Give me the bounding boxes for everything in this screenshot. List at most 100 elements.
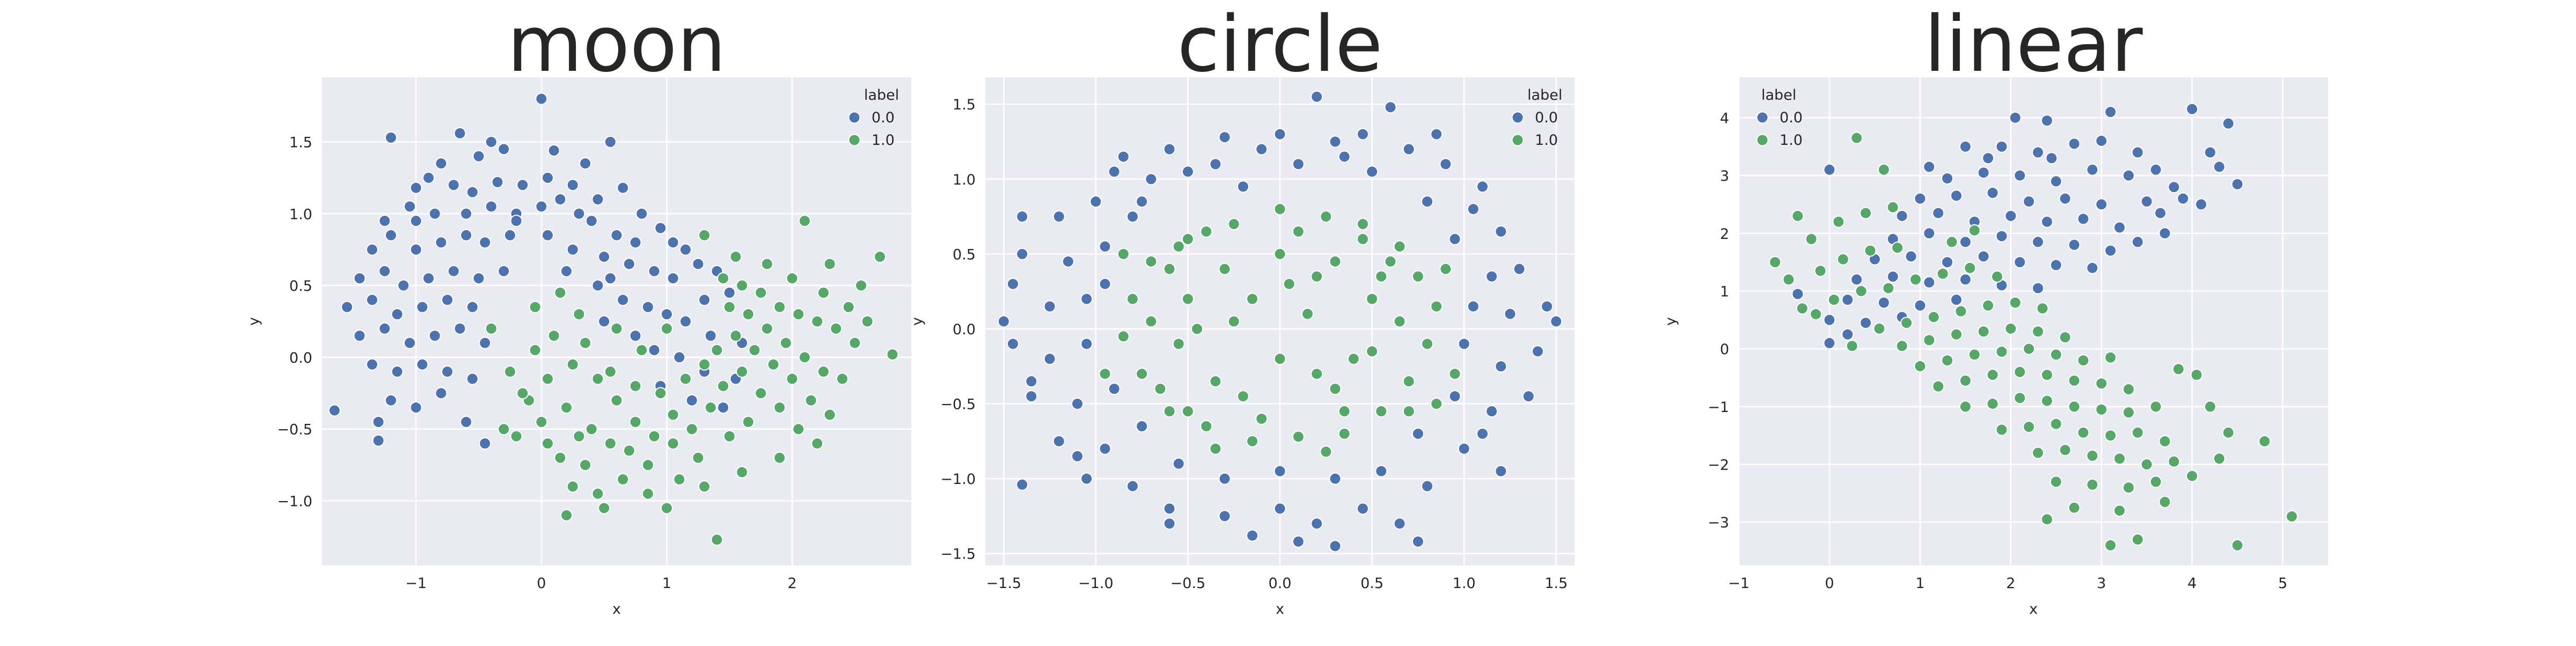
scatter-point-label-1.0 bbox=[1338, 427, 1351, 440]
scatter-point-label-0.0 bbox=[372, 415, 385, 428]
scatter-point-label-0.0 bbox=[648, 344, 661, 357]
scatter-point-label-0.0 bbox=[1181, 165, 1194, 178]
scatter-point-label-0.0 bbox=[409, 243, 422, 256]
scatter-point-label-1.0 bbox=[1877, 163, 1890, 176]
scatter-point-label-0.0 bbox=[497, 265, 510, 277]
scatter-point-label-1.0 bbox=[1274, 353, 1286, 365]
scatter-point-label-0.0 bbox=[2195, 198, 2208, 211]
y-tick-label: −3 bbox=[1708, 515, 1729, 531]
scatter-point-label-0.0 bbox=[2059, 192, 2072, 205]
scatter-point-label-0.0 bbox=[667, 236, 679, 249]
scatter-point-label-1.0 bbox=[1855, 284, 1868, 297]
legend-entry-label: 0.0 bbox=[1780, 109, 1803, 126]
scatter-point-label-1.0 bbox=[786, 372, 799, 385]
scatter-point-label-0.0 bbox=[1016, 210, 1029, 223]
scatter-point-label-1.0 bbox=[798, 351, 811, 364]
scatter-point-label-0.0 bbox=[1080, 472, 1093, 485]
scatter-point-label-0.0 bbox=[384, 394, 397, 407]
scatter-point-label-1.0 bbox=[1769, 256, 1782, 269]
scatter-point-label-0.0 bbox=[1043, 300, 1056, 313]
scatter-point-label-1.0 bbox=[2004, 322, 2017, 335]
scatter-point-label-0.0 bbox=[1329, 540, 1342, 553]
scatter-point-label-1.0 bbox=[1292, 430, 1305, 443]
scatter-point-label-0.0 bbox=[1531, 345, 1544, 358]
scatter-point-label-1.0 bbox=[1200, 225, 1213, 238]
legend-title: label bbox=[1527, 87, 1562, 104]
scatter-point-label-0.0 bbox=[2131, 236, 2144, 248]
scatter-point-label-1.0 bbox=[1402, 405, 1415, 417]
scatter-point-label-1.0 bbox=[1936, 267, 1949, 280]
scatter-point-label-0.0 bbox=[497, 143, 510, 156]
y-tick-label: −1.5 bbox=[940, 546, 976, 563]
scatter-point-label-0.0 bbox=[1941, 172, 1954, 185]
scatter-point-label-0.0 bbox=[2031, 236, 2044, 248]
scatter-point-label-1.0 bbox=[1814, 265, 1827, 277]
scatter-point-label-1.0 bbox=[1338, 405, 1351, 417]
scatter-point-label-1.0 bbox=[2095, 377, 2108, 390]
scatter-point-label-1.0 bbox=[2213, 452, 2226, 465]
scatter-point-label-0.0 bbox=[1950, 189, 1963, 202]
scatter-point-label-1.0 bbox=[2068, 501, 2081, 514]
y-tick-label: 1.0 bbox=[953, 172, 976, 188]
scatter-point-label-1.0 bbox=[736, 466, 749, 479]
scatter-point-label-1.0 bbox=[1246, 292, 1259, 305]
scatter-point-label-0.0 bbox=[479, 236, 492, 249]
scatter-point-label-1.0 bbox=[1964, 261, 1977, 274]
scatter-point-label-1.0 bbox=[1968, 348, 1981, 361]
scatter-point-label-1.0 bbox=[2104, 429, 2117, 442]
scatter-point-label-0.0 bbox=[378, 215, 391, 227]
x-axis-label: x bbox=[2029, 601, 2038, 618]
x-tick-label: −1 bbox=[1728, 575, 1750, 592]
scatter-point-label-0.0 bbox=[1859, 317, 1872, 329]
scatter-point-label-1.0 bbox=[2095, 403, 2108, 416]
scatter-point-label-1.0 bbox=[560, 401, 573, 414]
scatter-point-label-1.0 bbox=[1181, 292, 1194, 305]
scatter-point-label-1.0 bbox=[1209, 442, 1222, 455]
scatter-point-label-0.0 bbox=[1841, 293, 1854, 306]
scatter-point-label-1.0 bbox=[2158, 435, 2171, 447]
chart-panel-moon: −1 0 1 2 −1.0 −0.5 0.0 0.5 1.0 1.5 x y moon label 0.0 1… bbox=[246, 0, 911, 618]
scatter-point-label-0.0 bbox=[1448, 390, 1461, 403]
scatter-point-label-0.0 bbox=[2086, 163, 2099, 176]
scatter-point-label-1.0 bbox=[610, 394, 623, 407]
scatter-point-label-1.0 bbox=[1347, 353, 1360, 365]
scatter-point-label-1.0 bbox=[679, 372, 692, 385]
scatter-point-label-1.0 bbox=[1218, 262, 1231, 275]
scatter-point-label-1.0 bbox=[1227, 315, 1240, 328]
scatter-point-label-0.0 bbox=[1495, 360, 1507, 373]
scatter-point-label-0.0 bbox=[491, 175, 504, 188]
scatter-point-label-0.0 bbox=[598, 251, 611, 263]
scatter-point-label-1.0 bbox=[2077, 354, 2090, 367]
scatter-point-label-1.0 bbox=[598, 502, 611, 515]
scatter-point-label-0.0 bbox=[460, 415, 473, 428]
scatter-point-label-0.0 bbox=[435, 387, 448, 400]
scatter-point-label-1.0 bbox=[635, 344, 648, 357]
x-tick-label: −1.5 bbox=[986, 575, 1022, 592]
scatter-point-label-1.0 bbox=[723, 430, 736, 443]
scatter-point-label-0.0 bbox=[1513, 262, 1526, 275]
scatter-point-label-1.0 bbox=[2149, 475, 2162, 488]
y-axis-label: y bbox=[909, 317, 926, 326]
scatter-point-label-0.0 bbox=[585, 215, 598, 227]
scatter-point-label-0.0 bbox=[479, 336, 492, 349]
scatter-point-label-0.0 bbox=[1439, 158, 1452, 171]
scatter-point-label-1.0 bbox=[755, 387, 767, 400]
scatter-point-label-1.0 bbox=[1375, 270, 1388, 283]
scatter-point-label-0.0 bbox=[1236, 180, 1249, 193]
scatter-point-label-1.0 bbox=[1126, 292, 1139, 305]
scatter-point-label-0.0 bbox=[566, 243, 579, 256]
scatter-point-label-0.0 bbox=[416, 358, 429, 371]
scatter-point-label-1.0 bbox=[1136, 368, 1148, 380]
scatter-point-label-1.0 bbox=[2014, 392, 2026, 405]
scatter-point-label-0.0 bbox=[516, 179, 529, 192]
scatter-point-label-1.0 bbox=[1995, 346, 2008, 358]
scatter-point-label-0.0 bbox=[1329, 135, 1342, 148]
scatter-point-label-0.0 bbox=[1016, 247, 1029, 260]
scatter-point-label-1.0 bbox=[2023, 342, 2036, 355]
scatter-point-label-0.0 bbox=[1025, 390, 1038, 403]
scatter-point-label-1.0 bbox=[1283, 277, 1296, 290]
scatter-point-label-0.0 bbox=[2222, 117, 2235, 130]
scatter-point-label-0.0 bbox=[1850, 273, 1863, 286]
